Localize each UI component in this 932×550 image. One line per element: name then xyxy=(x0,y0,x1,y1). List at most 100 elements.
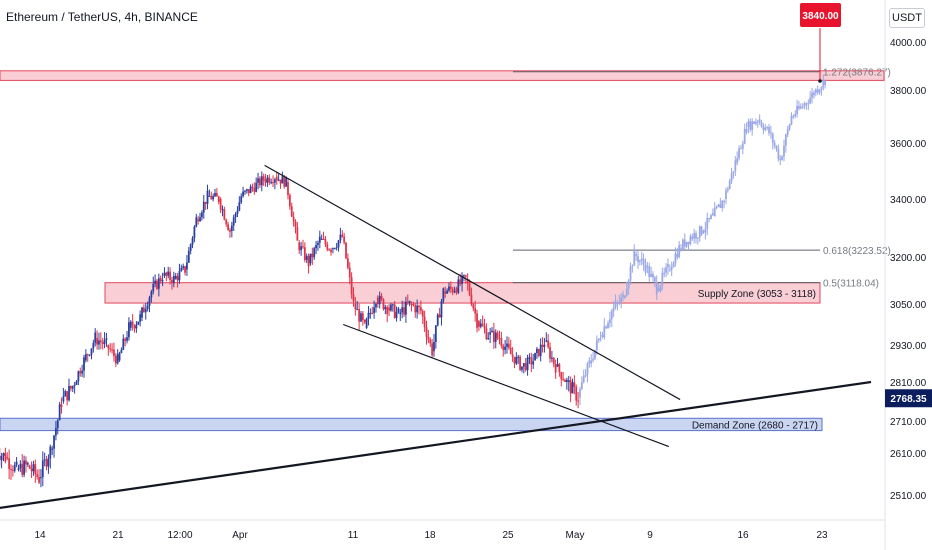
actual-candle-267 xyxy=(494,332,497,342)
x-tick-2: 12:00 xyxy=(167,530,192,541)
actual-candle-28 xyxy=(47,458,50,467)
projection-candle-103 xyxy=(771,133,774,143)
actual-candle-2 xyxy=(0,455,1,461)
actual-candle-277 xyxy=(513,356,516,364)
actual-candle-118 xyxy=(215,193,218,197)
actual-candle-268 xyxy=(496,332,499,339)
actual-candle-141 xyxy=(259,178,261,186)
actual-candle-301 xyxy=(558,364,561,373)
actual-candle-19 xyxy=(30,468,33,472)
actual-candle-289 xyxy=(536,348,538,354)
projection-candle-112 xyxy=(788,124,791,130)
projection-candle-122 xyxy=(807,103,810,105)
projection-candle-54 xyxy=(680,248,682,250)
actual-candle-10 xyxy=(13,464,16,471)
actual-candle-16 xyxy=(25,460,27,465)
actual-candle-197 xyxy=(363,320,366,323)
projection-candle-104 xyxy=(773,142,776,146)
projection-candle-98 xyxy=(762,126,765,130)
projection-candle-117 xyxy=(798,105,800,109)
actual-candle-200 xyxy=(369,312,372,314)
actual-candle-115 xyxy=(210,195,213,200)
actual-candle-261 xyxy=(483,325,486,329)
actual-candle-209 xyxy=(386,307,389,315)
actual-candle-42 xyxy=(73,384,76,386)
actual-candle-286 xyxy=(530,357,533,365)
projection-candle-82 xyxy=(732,171,735,173)
actual-candle-181 xyxy=(333,248,336,250)
actual-candle-75 xyxy=(135,324,138,329)
projection-candle-58 xyxy=(687,241,690,244)
actual-candle-212 xyxy=(391,304,394,306)
actual-candle-31 xyxy=(53,435,55,449)
actual-candle-250 xyxy=(463,275,465,277)
chart-title: Ethereum / TetherUS, 4h, BINANCE xyxy=(6,10,198,24)
projection-candle-115 xyxy=(794,114,797,117)
actual-candle-253 xyxy=(468,283,471,295)
actual-candle-194 xyxy=(358,309,361,322)
actual-candle-208 xyxy=(384,307,387,310)
x-tick-10: 23 xyxy=(816,530,828,541)
projection-candle-66 xyxy=(702,230,705,233)
actual-candle-17 xyxy=(26,463,29,465)
actual-candle-229 xyxy=(423,316,426,328)
y-tick-4: 3200.00 xyxy=(890,253,927,264)
actual-candle-119 xyxy=(217,196,220,202)
projection-candle-7 xyxy=(592,358,594,361)
actual-candle-303 xyxy=(562,379,565,381)
target-text: 3840.00 xyxy=(802,11,839,22)
actual-candle-67 xyxy=(120,349,123,354)
actual-candle-163 xyxy=(300,246,302,251)
x-tick-9: 16 xyxy=(737,530,749,541)
zone-label-demand: Demand Zone (2680 - 2717) xyxy=(692,420,818,431)
projection-candle-46 xyxy=(665,267,667,273)
actual-candle-121 xyxy=(221,209,224,211)
actual-candle-258 xyxy=(478,321,480,327)
actual-candle-162 xyxy=(298,242,301,251)
actual-candle-265 xyxy=(491,330,493,333)
actual-candle-35 xyxy=(60,404,63,407)
actual-candle-15 xyxy=(23,460,25,475)
projection-candle-39 xyxy=(652,273,654,278)
actual-candle-171 xyxy=(315,244,317,249)
actual-candle-218 xyxy=(403,307,405,315)
actual-candle-147 xyxy=(270,182,273,184)
actual-candle-232 xyxy=(429,339,432,344)
projection-candle-17 xyxy=(610,310,613,320)
currency-unit-button[interactable]: USDT xyxy=(889,8,925,28)
projection-candle-41 xyxy=(655,281,658,295)
projection-candle-26 xyxy=(627,280,630,289)
actual-candle-169 xyxy=(311,253,314,258)
actual-candle-126 xyxy=(230,225,233,231)
actual-candle-302 xyxy=(560,372,563,380)
x-tick-4: 11 xyxy=(348,530,359,541)
projection-candle-14 xyxy=(605,326,608,329)
actual-candle-255 xyxy=(472,304,475,309)
actual-candle-64 xyxy=(114,355,117,364)
y-tick-0: 4000.00 xyxy=(890,38,927,49)
actual-candle-168 xyxy=(309,253,312,264)
projection-candle-15 xyxy=(607,323,609,329)
actual-candle-246 xyxy=(455,288,458,293)
actual-candle-283 xyxy=(524,363,527,371)
last-price-text: 2768.35 xyxy=(890,394,927,405)
last-price-badge xyxy=(885,389,932,408)
actual-candle-20 xyxy=(32,464,35,472)
projection-candle-106 xyxy=(777,149,780,160)
actual-candle-202 xyxy=(373,307,375,313)
projection-candle-128 xyxy=(818,89,821,93)
actual-candle-83 xyxy=(150,291,153,298)
actual-candle-155 xyxy=(285,176,288,187)
actual-candle-132 xyxy=(242,191,244,197)
actual-candle-305 xyxy=(565,379,568,382)
projection-candle-73 xyxy=(715,206,718,209)
actual-candle-113 xyxy=(206,190,209,204)
actual-candle-86 xyxy=(156,280,158,289)
actual-candle-79 xyxy=(142,307,145,313)
actual-candle-256 xyxy=(474,308,477,314)
projection-candle-19 xyxy=(614,301,617,308)
actual-candle-217 xyxy=(401,307,404,313)
zone-resistance xyxy=(0,70,885,81)
actual-candle-103 xyxy=(187,250,190,263)
